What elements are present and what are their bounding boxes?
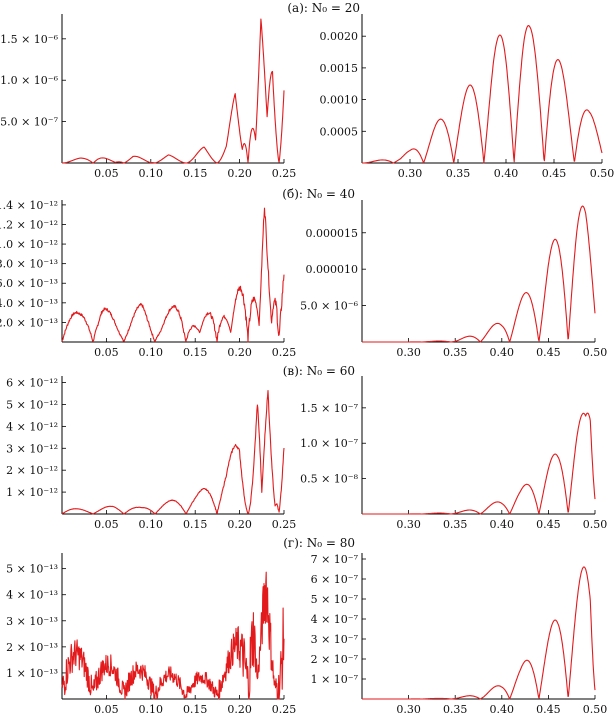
x-tick-label: 0.05 [94, 518, 119, 531]
y-tick-label: 0.0010 [320, 94, 359, 107]
y-tick-label: 1 × 10⁻⁷ [311, 673, 359, 686]
y-tick-label: 1.0 × 10⁻¹² [0, 238, 58, 251]
y-tick-label: 4 × 10⁻¹² [6, 420, 58, 433]
y-tick-label: 0.0020 [320, 30, 359, 43]
y-tick-label: 1.4 × 10⁻¹² [0, 199, 58, 212]
x-tick-label: 0.10 [139, 518, 164, 531]
x-tick-label: 0.35 [443, 703, 468, 716]
x-tick-label: 0.35 [443, 346, 468, 359]
y-tick-label: 4 × 10⁻¹³ [6, 589, 58, 602]
y-tick-label: 6 × 10⁻¹² [6, 377, 58, 390]
y-tick-label: 3 × 10⁻¹² [6, 442, 58, 455]
y-tick-label: 0.000015 [306, 227, 359, 240]
panel-title: (б): N₀ = 40 [282, 187, 355, 201]
data-series-line [361, 412, 596, 515]
panel-b-left-chart: 0.05 0.10 0.15 0.20 0.25 1.4 × 10⁻¹² 1.2 × 10⁻… [0, 199, 296, 359]
x-tick-label: 0.10 [139, 346, 164, 359]
panel-b-right-chart: 0.30 0.35 0.40 0.45 0.50 0.000015 0.000010 5.0 … [282, 187, 607, 359]
y-tick-label: 4.0 × 10⁻¹³ [0, 297, 58, 310]
x-tick-label: 0.35 [443, 518, 468, 531]
x-tick-label: 0.40 [494, 167, 519, 180]
panel-title: (г): N₀ = 80 [283, 536, 355, 550]
y-tick-label: 1.2 × 10⁻¹² [0, 218, 58, 231]
x-tick-label: 0.20 [227, 346, 252, 359]
panel-d-left-chart: 0.05 0.10 0.15 0.20 0.25 5 × 10⁻¹³ 4 × 10⁻¹³ 3 … [6, 553, 296, 716]
x-tick-label: 0.20 [227, 703, 252, 716]
data-series-line [61, 389, 285, 515]
x-tick-label: 0.30 [396, 346, 421, 359]
x-tick-label: 0.35 [446, 167, 471, 180]
x-tick-label: 0.20 [227, 518, 252, 531]
data-series-line [361, 25, 603, 164]
y-tick-label: 5.0 × 10⁻⁷ [0, 116, 59, 129]
x-tick-label: 0.45 [542, 167, 567, 180]
x-tick-label: 0.15 [183, 518, 208, 531]
y-tick-label: 1 × 10⁻¹³ [6, 667, 58, 680]
y-tick-label: 1.5 × 10⁻⁷ [300, 402, 359, 415]
y-tick-label: 2 × 10⁻⁷ [311, 653, 359, 666]
y-tick-label: 4 × 10⁻⁷ [311, 613, 359, 626]
x-tick-label: 0.50 [583, 518, 608, 531]
panel-d-right-chart: 0.30 0.35 0.40 0.45 0.50 7 × 10⁻⁷ 6 × 10⁻⁷ 5 × … [283, 536, 607, 716]
x-tick-label: 0.05 [94, 703, 119, 716]
x-tick-label: 0.30 [396, 703, 421, 716]
panel-a-left-chart: 0.05 0.10 0.15 0.20 0.25 1.5 × 10⁻⁶ 1.0 × 10⁻⁶… [0, 14, 296, 180]
panel-title: (а): N₀ = 20 [287, 1, 360, 15]
y-tick-label: 8.0 × 10⁻¹³ [0, 258, 58, 271]
data-series-line [61, 207, 285, 343]
y-tick-label: 5 × 10⁻¹² [6, 398, 58, 411]
y-tick-label: 0.0015 [320, 62, 359, 75]
y-tick-label: 0.5 × 10⁻⁸ [300, 473, 359, 486]
x-tick-label: 0.40 [490, 518, 515, 531]
x-tick-label: 0.15 [183, 167, 208, 180]
x-tick-label: 0.15 [183, 346, 208, 359]
x-tick-label: 0.30 [398, 167, 423, 180]
panel-a-right-chart: 0.30 0.35 0.40 0.45 0.50 0.0020 0.0015 0.0010 0.… [287, 1, 614, 180]
y-tick-label: 0.000010 [306, 263, 359, 276]
x-tick-label: 0.40 [490, 346, 515, 359]
x-tick-label: 0.20 [227, 167, 252, 180]
x-tick-label: 0.40 [490, 703, 515, 716]
y-tick-label: 6.0 × 10⁻¹³ [0, 277, 58, 290]
y-tick-label: 5 × 10⁻⁷ [311, 593, 359, 606]
y-tick-label: 5 × 10⁻¹³ [6, 563, 58, 576]
x-tick-label: 0.25 [272, 703, 297, 716]
x-tick-label: 0.15 [183, 703, 208, 716]
data-series-line [361, 205, 596, 343]
x-tick-label: 0.45 [536, 346, 561, 359]
x-tick-label: 0.50 [583, 703, 608, 716]
y-tick-label: 1.0 × 10⁻⁷ [300, 437, 359, 450]
data-series-line [61, 571, 285, 700]
x-tick-label: 0.25 [272, 167, 297, 180]
x-tick-label: 0.05 [94, 346, 119, 359]
y-tick-label: 3 × 10⁻⁷ [311, 633, 359, 646]
y-tick-label: 5.0 × 10⁻⁶ [300, 300, 359, 313]
x-tick-label: 0.45 [536, 518, 561, 531]
y-tick-label: 2.0 × 10⁻¹³ [0, 316, 58, 329]
y-tick-label: 2 × 10⁻¹² [6, 464, 58, 477]
y-tick-label: 1 × 10⁻¹² [6, 486, 58, 499]
data-series-line [61, 18, 285, 164]
y-tick-label: 3 × 10⁻¹³ [6, 615, 58, 628]
data-series-line [361, 566, 596, 700]
y-tick-label: 1.0 × 10⁻⁶ [0, 74, 59, 87]
x-tick-label: 0.50 [590, 167, 615, 180]
panel-c-left-chart: 0.05 0.10 0.15 0.20 0.25 6 × 10⁻¹² 5 × 10⁻¹² 4 … [6, 376, 296, 531]
x-tick-label: 0.25 [272, 518, 297, 531]
y-tick-label: 1.5 × 10⁻⁶ [0, 33, 59, 46]
y-tick-label: 0.0005 [320, 125, 359, 138]
x-tick-label: 0.10 [139, 703, 164, 716]
y-tick-label: 2 × 10⁻¹³ [6, 641, 58, 654]
x-tick-label: 0.10 [139, 167, 164, 180]
x-tick-label: 0.45 [536, 703, 561, 716]
panel-title: (в): N₀ = 60 [283, 364, 355, 378]
x-tick-label: 0.25 [272, 346, 297, 359]
y-tick-label: 7 × 10⁻⁷ [311, 553, 359, 566]
panel-c-right-chart: 0.30 0.35 0.40 0.45 0.50 1.5 × 10⁻⁷ 1.0 × 10⁻⁷… [283, 364, 608, 531]
x-tick-label: 0.05 [94, 167, 119, 180]
y-tick-label: 6 × 10⁻⁷ [311, 573, 359, 586]
x-tick-label: 0.30 [396, 518, 421, 531]
x-tick-label: 0.50 [583, 346, 608, 359]
